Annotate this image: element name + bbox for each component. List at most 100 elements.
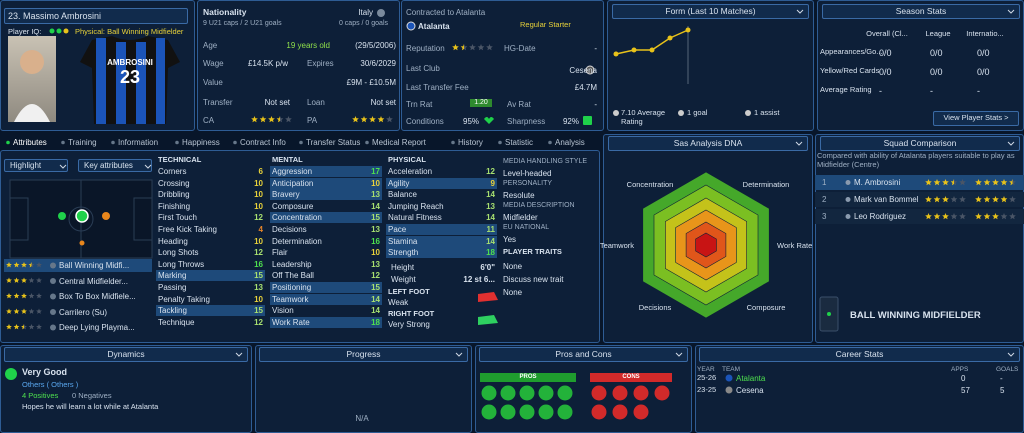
text: - — [1000, 374, 1003, 383]
star — [942, 179, 949, 186]
text: 0/0 — [879, 48, 892, 58]
attribute-name: Strength — [388, 248, 419, 258]
attribute-name: Flair — [272, 248, 288, 258]
info-icon — [50, 278, 56, 284]
form-point — [667, 35, 673, 41]
tab[interactable]: Analysis — [555, 138, 585, 147]
star — [13, 277, 20, 283]
panel-header — [822, 4, 1020, 19]
star — [933, 196, 941, 203]
tab[interactable]: Training — [68, 138, 97, 147]
key-attribute-row — [270, 177, 382, 189]
button-label[interactable]: View Player Stats > — [943, 113, 1009, 122]
star — [28, 277, 35, 283]
star-rating — [925, 213, 966, 220]
attribute-name: Heading — [158, 236, 188, 246]
star-rating — [925, 179, 966, 186]
attribute-name: Aggression — [272, 167, 313, 176]
tab-dot — [61, 140, 65, 145]
star — [983, 213, 991, 220]
player-name: Mark van Bommel — [854, 195, 919, 204]
text: Wage — [203, 59, 224, 68]
chevron — [1007, 141, 1015, 146]
view-stats-button[interactable] — [933, 111, 1019, 126]
text[interactable]: Discuss new trait — [503, 275, 564, 284]
text: Expires — [307, 59, 334, 68]
tab[interactable]: Happiness — [182, 138, 220, 147]
key-attribute-row — [270, 293, 382, 305]
attribute-name: First Touch — [158, 213, 197, 223]
text: EU NATIONAL — [503, 224, 550, 231]
tab[interactable]: Statistic — [505, 138, 534, 147]
tab[interactable]: Information — [118, 138, 159, 147]
star — [1009, 179, 1016, 186]
star — [477, 44, 485, 51]
panel-header — [699, 347, 1020, 362]
star — [933, 179, 941, 186]
star — [36, 293, 42, 299]
panel-title: Form (Last 10 Matches) — [665, 6, 756, 16]
star — [36, 277, 42, 283]
con-icon — [591, 385, 607, 401]
player-name: M. Ambrosini — [854, 178, 901, 187]
text: Resolute — [503, 191, 535, 200]
text: APPS — [951, 366, 969, 373]
text: Nationality — [203, 7, 247, 17]
text: Overall (Cl... — [866, 29, 908, 38]
con-icon — [612, 385, 628, 401]
assist-icon — [745, 110, 751, 116]
dropdown-label[interactable]: Highlight — [10, 161, 42, 170]
left-boot — [478, 292, 498, 302]
info-icon — [50, 293, 56, 300]
attribute-value: 14 — [486, 213, 495, 223]
dna-label: Concentration — [626, 180, 674, 189]
name-bar — [4, 8, 188, 24]
text: Atalanta — [418, 22, 450, 31]
star — [36, 308, 42, 314]
text: Yes — [503, 235, 517, 244]
shirt-number: 23 — [119, 67, 141, 87]
text: None — [503, 288, 523, 297]
star — [28, 293, 35, 299]
attribute-value: 9 — [490, 178, 495, 188]
text: Age — [203, 41, 218, 50]
role-icon-dot — [827, 312, 831, 316]
star — [1009, 213, 1016, 220]
star — [933, 213, 941, 220]
tab[interactable]: History — [458, 138, 483, 147]
player-name: 23. Massimo Ambrosini — [8, 11, 102, 21]
pro-icon — [481, 404, 497, 420]
text: 12 st 6... — [463, 275, 495, 284]
dropdown-label[interactable]: Key attributes — [84, 161, 133, 170]
highlight-dropdown[interactable] — [4, 159, 68, 172]
text: 4 Positives — [22, 391, 59, 400]
con-icon — [654, 385, 670, 401]
text: CA — [203, 116, 215, 125]
star — [1000, 196, 1008, 203]
key-attributes-dropdown[interactable] — [78, 159, 152, 172]
text: Last Club — [406, 64, 440, 73]
tab[interactable]: Medical Report — [372, 138, 426, 147]
text: None — [503, 262, 523, 271]
attribute-name: Bravery — [272, 190, 300, 200]
panel-header — [820, 136, 1020, 151]
pro-icon — [519, 404, 535, 420]
text: 6'0" — [480, 263, 495, 272]
star — [959, 179, 966, 186]
attribute-name: Pace — [388, 225, 407, 234]
goal-icon — [678, 110, 684, 116]
text: Average Rating — [820, 85, 872, 94]
panel-title: Season Stats — [895, 6, 947, 16]
text: Level-headed — [503, 169, 552, 178]
attribute-value: 14 — [486, 236, 495, 246]
text: 1 — [822, 178, 827, 187]
text: MEDIA HANDLING STYLE — [503, 158, 588, 165]
attribute-value: 14 — [371, 201, 380, 211]
tab[interactable]: Contract Info — [240, 138, 286, 147]
tab[interactable]: Attributes — [13, 138, 47, 147]
key-attribute-row — [270, 212, 382, 224]
key-attribute-row — [270, 316, 382, 328]
tab[interactable]: Transfer Status — [306, 138, 361, 147]
squad-panel — [815, 134, 1024, 343]
